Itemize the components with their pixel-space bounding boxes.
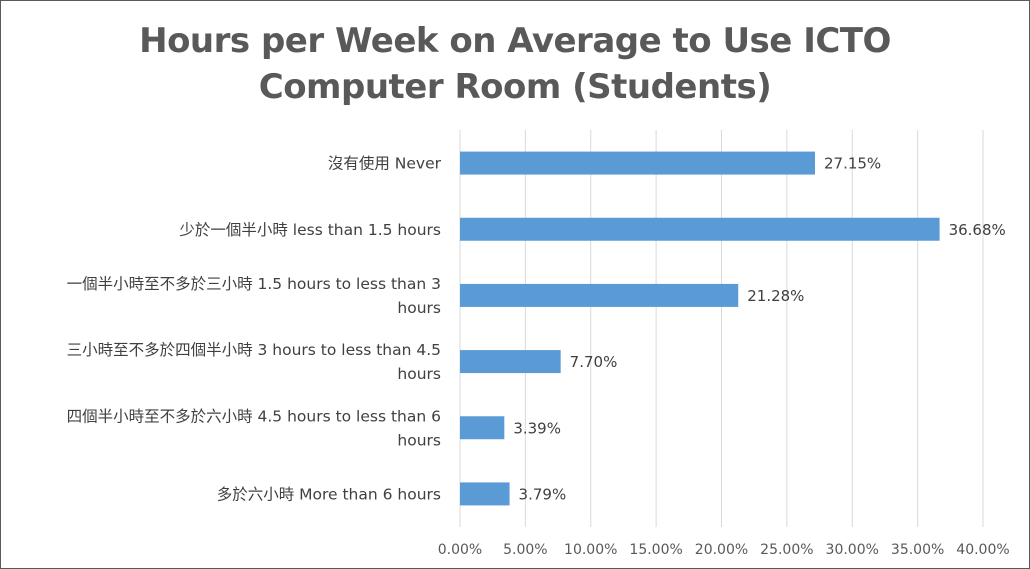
bar	[460, 217, 940, 241]
x-tick-label: 0.00%	[438, 542, 482, 558]
x-tick-label: 20.00%	[695, 542, 748, 558]
category-label-line: hours	[397, 299, 441, 317]
category-label-line: 一個半小時至不多於三小時 1.5 hours to less than 3	[67, 275, 441, 293]
data-label: 3.79%	[519, 485, 567, 503]
x-tick-label: 30.00%	[826, 542, 879, 558]
chart-title-line-1: Hours per Week on Average to Use ICTO	[139, 21, 891, 61]
x-tick-label: 35.00%	[891, 542, 944, 558]
x-tick-label: 15.00%	[629, 542, 682, 558]
x-tick-label: 25.00%	[760, 542, 813, 558]
x-tick-label: 40.00%	[956, 542, 1009, 558]
bar	[460, 283, 739, 307]
category-label: 三小時至不多於四個半小時 3 hours to less than 4.5 hou…	[67, 341, 441, 383]
category-label-line: hours	[397, 365, 441, 383]
data-label: 27.15%	[824, 155, 881, 173]
bar	[460, 482, 510, 506]
category-label: 沒有使用 Never	[328, 155, 442, 173]
data-label: 3.39%	[513, 419, 561, 437]
bar	[460, 350, 561, 374]
bar	[460, 151, 815, 175]
category-label-line: 沒有使用 Never	[328, 155, 442, 173]
data-label: 36.68%	[949, 221, 1006, 239]
category-label-line: 少於一個半小時 less than 1.5 hours	[179, 221, 441, 239]
category-label: 四個半小時至不多於六小時 4.5 hours to less than 6 hou…	[67, 407, 441, 449]
bar	[460, 416, 505, 440]
chart-title: Hours per Week on Average to Use ICTO Co…	[0, 18, 1030, 110]
data-label: 21.28%	[747, 287, 804, 305]
data-label: 7.70%	[570, 353, 618, 371]
category-label-line: 四個半小時至不多於六小時 4.5 hours to less than 6	[67, 407, 441, 425]
category-label: 一個半小時至不多於三小時 1.5 hours to less than 3 hou…	[67, 275, 441, 317]
chart-title-line-2: Computer Room (Students)	[258, 67, 772, 107]
category-label-line: 多於六小時 More than 6 hours	[217, 485, 441, 503]
x-tick-label: 10.00%	[564, 542, 617, 558]
category-label: 少於一個半小時 less than 1.5 hours	[179, 221, 441, 239]
x-tick-label: 5.00%	[503, 542, 547, 558]
category-label: 多於六小時 More than 6 hours	[217, 485, 441, 503]
category-label-line: 三小時至不多於四個半小時 3 hours to less than 4.5	[67, 341, 441, 359]
category-label-line: hours	[397, 431, 441, 449]
